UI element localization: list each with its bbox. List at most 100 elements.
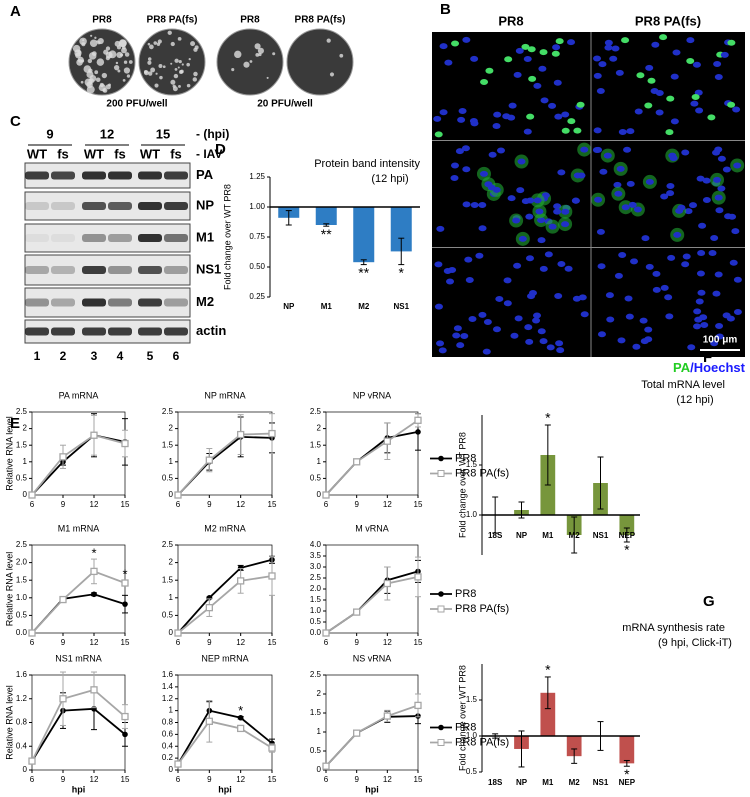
plaque [157, 39, 162, 44]
plaque [272, 52, 276, 56]
nucleus [733, 276, 742, 283]
plaque [186, 83, 191, 88]
nucleus [548, 223, 557, 230]
y-tick-label: 2.0 [16, 558, 28, 567]
nucleus [604, 39, 613, 46]
nucleus [715, 323, 724, 330]
nucleus [717, 185, 726, 192]
plaque [88, 68, 93, 73]
band [138, 202, 162, 210]
significance: * [91, 546, 96, 561]
y-axis-label: Relative RNA level [4, 416, 14, 491]
y-tick-label: 1 [169, 706, 174, 715]
nucleus [724, 213, 733, 220]
nucleus [626, 128, 635, 135]
error-bar [571, 516, 578, 554]
plaque [326, 38, 331, 43]
nucleus [576, 101, 585, 108]
nucleus [599, 168, 608, 175]
plaque [108, 83, 111, 87]
nucleus [513, 262, 522, 269]
x-axis-label: hpi [72, 784, 86, 794]
marker [91, 591, 97, 598]
nucleus [702, 177, 711, 184]
nucleus [535, 208, 544, 215]
y-tick-label: 0.5 [16, 474, 28, 483]
series-line [177, 709, 273, 765]
x-tick-label: 12 [236, 775, 245, 784]
panel-label: D [215, 141, 226, 158]
category-label: M1 [321, 302, 333, 311]
plaque [115, 61, 119, 65]
series-line [31, 434, 126, 496]
chart-title: PA mRNA [59, 390, 99, 400]
nucleus [707, 114, 716, 121]
plaque [158, 64, 163, 69]
nucleus [614, 272, 623, 279]
nucleus [722, 166, 731, 173]
band [108, 202, 132, 210]
nucleus [613, 181, 622, 188]
category-label: M1 [542, 531, 554, 540]
band [164, 171, 188, 180]
nucleus [644, 326, 653, 333]
nucleus [444, 59, 453, 66]
nucleus [525, 213, 534, 220]
marker [59, 695, 67, 703]
y-tick-label: 0.50 [249, 262, 265, 271]
band [25, 327, 49, 336]
bar [353, 207, 375, 263]
marker [237, 714, 244, 721]
category-label: M2 [358, 302, 370, 311]
plaque [126, 74, 131, 78]
nucleus [528, 75, 537, 82]
marker [174, 629, 182, 637]
x-tick-label: 9 [354, 775, 359, 784]
y-tick-label: 0.0 [310, 628, 322, 637]
nucleus [614, 190, 623, 197]
nucleus [541, 192, 550, 199]
protein-label: M2 [196, 294, 214, 309]
plaque [188, 58, 191, 61]
nucleus [524, 324, 533, 331]
nucleus [684, 208, 693, 215]
plaque [123, 67, 131, 74]
nucleus [567, 39, 576, 46]
y-tick-label: 1.5 [16, 575, 28, 584]
y-tick-label: 1.4 [162, 682, 174, 691]
nucleus [660, 193, 669, 200]
band [25, 171, 49, 180]
nucleus [714, 271, 723, 278]
band [82, 266, 106, 274]
nucleus [456, 342, 465, 349]
series-line [325, 419, 419, 496]
marker [383, 579, 391, 588]
plaque [179, 69, 184, 74]
plaque [89, 75, 97, 82]
marker [414, 416, 422, 424]
band [82, 234, 106, 242]
plaque [89, 39, 98, 48]
lane-number: 4 [117, 349, 124, 363]
y-tick-label: 2.5 [310, 407, 322, 416]
nucleus [470, 201, 479, 208]
nucleus [641, 235, 650, 242]
marker [237, 430, 245, 439]
series-line [31, 570, 126, 634]
nucleus [470, 55, 479, 62]
nucleus [475, 252, 484, 259]
plaque [94, 36, 97, 39]
marker [268, 429, 276, 438]
nucleus [733, 308, 742, 315]
nucleus [527, 293, 536, 300]
nucleus [702, 196, 711, 203]
plaque [257, 47, 264, 54]
well-label: PR8 [92, 15, 112, 26]
nucleus [673, 231, 682, 238]
series-line [325, 431, 419, 496]
plaque [153, 41, 158, 45]
x-tick-label: 15 [268, 500, 277, 509]
legend-marker [438, 455, 444, 462]
nucleus [605, 292, 614, 299]
marker [28, 491, 36, 499]
